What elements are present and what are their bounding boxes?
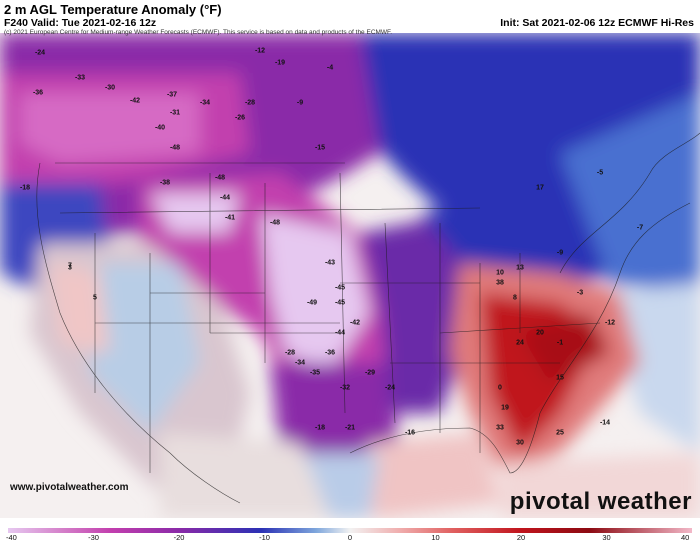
colorbar-tick: 40 <box>680 533 690 542</box>
brand-logo: pivotal weather <box>509 488 692 515</box>
anomaly-value: -18 <box>314 424 326 432</box>
colorbar-tick: -10 <box>259 533 270 542</box>
colorbar-tick: -20 <box>173 533 185 542</box>
anomaly-value: -44 <box>334 329 346 337</box>
colorbar-tick: 10 <box>431 533 440 542</box>
anomaly-value: 15 <box>556 374 564 382</box>
colorbar-tick: 20 <box>516 533 526 542</box>
anomaly-value: -21 <box>344 424 356 432</box>
colorbar-tick: -30 <box>88 533 99 542</box>
init-time: Init: Sat 2021-02-06 12z ECMWF Hi-Res <box>500 17 694 29</box>
copyright-notice: (c) 2021 European Centre for Medium-rang… <box>4 29 393 36</box>
anomaly-value: -41 <box>224 214 236 222</box>
anomaly-value: -38 <box>159 179 171 187</box>
anomaly-value: -16 <box>404 429 416 437</box>
anomaly-value: -37 <box>166 91 178 99</box>
anomaly-value: -34 <box>294 359 306 367</box>
anomaly-value: 38 <box>496 279 504 287</box>
anomaly-value: -3 <box>576 289 584 297</box>
anomaly-value: -45 <box>334 284 346 292</box>
anomaly-value: -18 <box>19 184 31 192</box>
anomaly-value: -24 <box>384 384 396 392</box>
anomaly-value: 20 <box>536 329 544 337</box>
anomaly-value: 0 <box>498 384 502 392</box>
anomaly-value: -40 <box>154 124 166 132</box>
anomaly-value: -24 <box>34 49 46 57</box>
colorbar: -40 -30 -20 -10 0 10 20 30 40 <box>5 528 692 542</box>
anomaly-value: -48 <box>214 174 226 182</box>
anomaly-value: -5 <box>596 169 604 177</box>
anomaly-value: 10 <box>496 269 504 277</box>
map-title: 2 m AGL Temperature Anomaly (°F) <box>4 2 222 17</box>
colorbar-gradient <box>8 528 692 533</box>
anomaly-value: 24 <box>516 339 524 347</box>
anomaly-value: -36 <box>32 89 44 97</box>
anomaly-value: -15 <box>314 144 326 152</box>
anomaly-value: -12 <box>604 319 616 327</box>
anomaly-value: -30 <box>104 84 116 92</box>
header: 2 m AGL Temperature Anomaly (°F) F240 Va… <box>0 0 700 33</box>
colorbar-tick: -40 <box>5 533 17 542</box>
anomaly-value: -45 <box>334 299 346 307</box>
anomaly-value: 8 <box>513 294 517 302</box>
anomaly-value: -7 <box>636 224 644 232</box>
anomaly-value: 17 <box>536 184 544 192</box>
anomaly-value: 13 <box>516 264 524 272</box>
anomaly-value: -28 <box>284 349 296 357</box>
anomaly-value: -34 <box>199 99 211 107</box>
colorbar-tick: 30 <box>602 533 611 542</box>
website-url[interactable]: www.pivotalweather.com <box>10 482 129 493</box>
anomaly-value: 19 <box>501 404 509 412</box>
anomaly-value: -44 <box>219 194 231 202</box>
anomaly-value: -28 <box>244 99 256 107</box>
anomaly-value: -29 <box>364 369 376 377</box>
anomaly-value: -1 <box>556 339 564 347</box>
anomaly-value: -43 <box>324 259 336 267</box>
anomaly-value: 5 <box>93 294 97 302</box>
anomaly-value: -4 <box>326 64 334 72</box>
anomaly-value: 7 <box>68 262 72 270</box>
anomaly-value: -48 <box>169 144 181 152</box>
valid-time: F240 Valid: Tue 2021-02-16 12z <box>4 17 157 29</box>
anomaly-value: -48 <box>269 219 281 227</box>
anomaly-value: -31 <box>169 109 181 117</box>
anomaly-value: -9 <box>296 99 304 107</box>
anomaly-value: -26 <box>234 114 246 122</box>
colorbar-tick: 0 <box>347 533 353 542</box>
anomaly-value: -35 <box>309 369 321 377</box>
anomaly-value: 33 <box>496 424 504 432</box>
temperature-anomaly-map[interactable]: -24 -33 -30 -36 -42 -37 -40 -31 -34 -28 -26 -19 -12-… <box>0 33 700 518</box>
anomaly-value: -14 <box>599 419 611 427</box>
anomaly-value: -12 <box>254 47 266 55</box>
anomaly-value: -42 <box>349 319 361 327</box>
anomaly-value: -49 <box>306 299 318 307</box>
anomaly-value: -9 <box>556 249 564 257</box>
anomaly-value: -19 <box>274 59 286 67</box>
anomaly-value: 3 <box>68 264 72 272</box>
anomaly-value: -33 <box>74 74 86 82</box>
anomaly-value: -42 <box>129 97 141 105</box>
anomaly-value: 30 <box>516 439 524 447</box>
anomaly-value: 25 <box>556 429 564 437</box>
anomaly-shading <box>0 33 700 518</box>
anomaly-value: -32 <box>339 384 351 392</box>
anomaly-value: -36 <box>324 349 336 357</box>
